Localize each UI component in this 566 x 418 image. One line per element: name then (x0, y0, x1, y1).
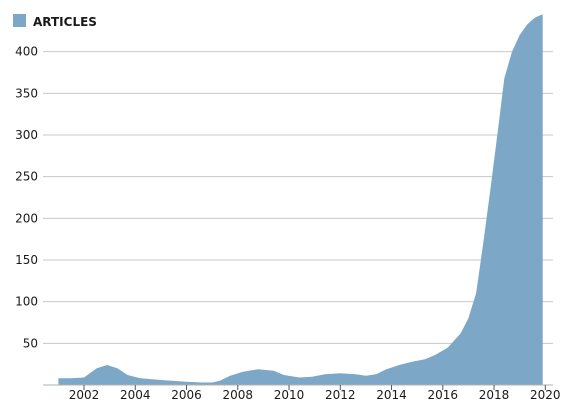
axes: 50 100 150 200 250 300 350 400 2002 2004 2006 2008 2… (15, 45, 560, 402)
x-tick-label: 2016 (428, 388, 459, 402)
y-tick-label: 300 (15, 128, 38, 142)
x-tick-label: 2020 (530, 388, 561, 402)
x-tick-label: 2002 (69, 388, 100, 402)
y-tick-label: 100 (15, 295, 38, 309)
legend: ARTICLES (13, 14, 97, 29)
x-tick-label: 2018 (479, 388, 510, 402)
x-tick-label: 2006 (171, 388, 202, 402)
y-tick-label: 50 (23, 336, 38, 350)
x-tick-label: 2012 (325, 388, 356, 402)
y-tick-label: 200 (15, 211, 38, 225)
legend-swatch (13, 14, 26, 27)
x-tick-label: 2014 (376, 388, 407, 402)
y-tick-label: 350 (15, 86, 38, 100)
y-tick-label: 150 (15, 253, 38, 267)
y-tick-label: 400 (15, 45, 38, 59)
x-tick-label: 2008 (223, 388, 254, 402)
area-series-0 (58, 14, 543, 385)
x-tick-label: 2010 (274, 388, 305, 402)
series-layer (58, 14, 543, 385)
y-tick-label: 250 (15, 170, 38, 184)
legend-label: ARTICLES (33, 15, 97, 29)
x-tick-label: 2004 (120, 388, 151, 402)
grid-lines (43, 51, 553, 344)
